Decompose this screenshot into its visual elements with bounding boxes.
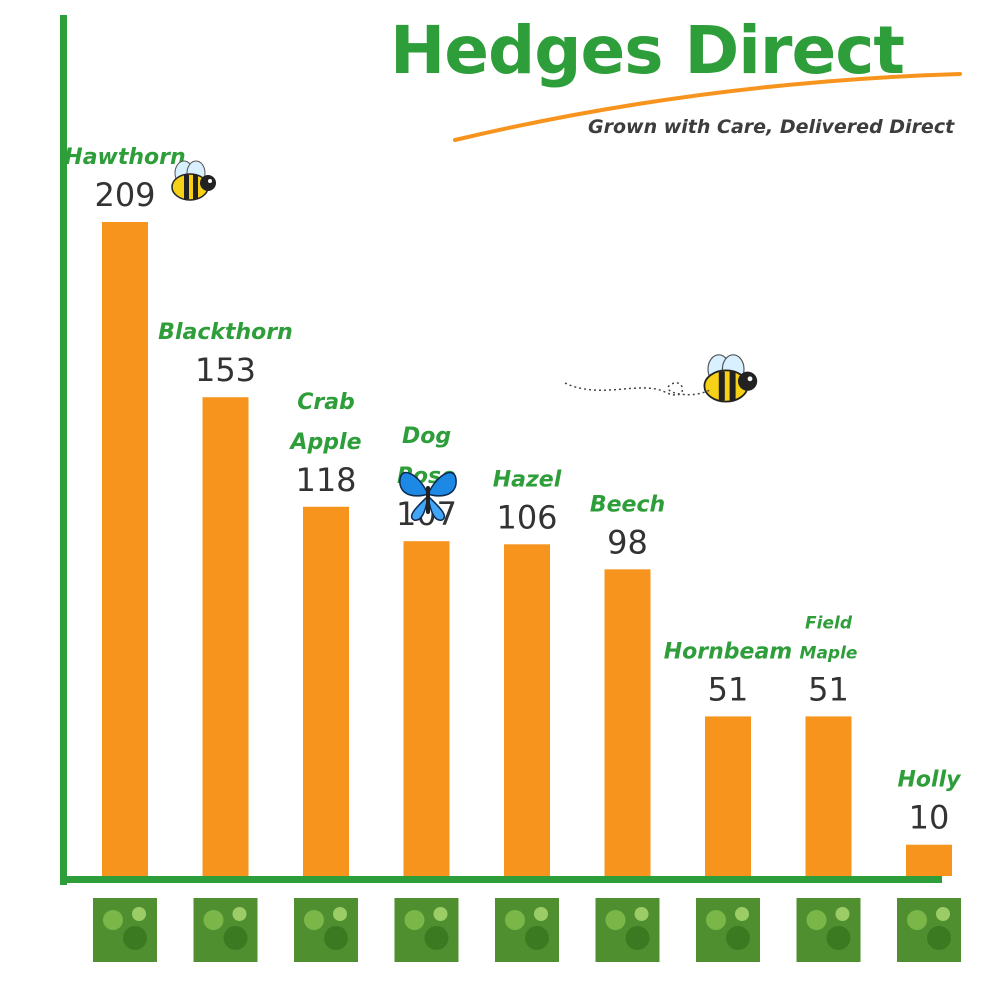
bar-holly — [906, 844, 952, 876]
brand-logo: Hedges Direct — [390, 18, 905, 84]
brand-swoosh — [453, 72, 962, 142]
brand-tagline: Grown with Care, Delivered Direct — [588, 116, 955, 138]
category-label: Hawthorn — [64, 145, 185, 170]
value-label: 51 — [708, 670, 749, 708]
bar-hornbeam — [705, 716, 751, 876]
category-photo — [897, 898, 961, 962]
flight-path — [564, 382, 711, 396]
bee-icon — [171, 160, 216, 201]
category-label: Beech — [590, 492, 665, 517]
category-photo — [696, 898, 760, 962]
value-label: 106 — [496, 498, 557, 536]
x-axis — [60, 876, 942, 883]
category-photo — [193, 898, 258, 962]
category-label: Field Maple — [800, 613, 858, 663]
bar-crab-apple — [303, 506, 349, 876]
category-photo — [595, 898, 660, 962]
butterfly-icon — [399, 471, 457, 521]
bar-hazel — [504, 544, 550, 876]
value-label: 209 — [94, 176, 155, 214]
category-label: Crab Apple — [289, 390, 362, 455]
bee-icon — [703, 354, 758, 403]
category-label: Hazel — [493, 467, 562, 492]
bar-beech — [604, 569, 651, 876]
category-label: Blackthorn — [158, 320, 293, 345]
category-photo — [294, 898, 358, 962]
bar-blackthorn — [202, 397, 249, 876]
value-label: 10 — [909, 799, 950, 837]
category-label: Holly — [898, 768, 963, 793]
category-photo — [796, 898, 861, 962]
value-label: 118 — [295, 461, 356, 499]
value-label: 153 — [195, 351, 256, 389]
category-photo — [93, 898, 157, 962]
category-photo — [495, 898, 559, 962]
bar-hawthorn — [102, 222, 148, 876]
category-photo — [394, 898, 459, 962]
value-label: 98 — [607, 523, 648, 561]
bar-dog-rose — [403, 541, 450, 876]
bar-field-maple — [805, 716, 852, 876]
category-label: Hornbeam — [664, 639, 792, 664]
y-axis — [60, 15, 67, 885]
value-label: 51 — [808, 670, 849, 708]
brand-name: Hedges Direct — [390, 12, 905, 89]
